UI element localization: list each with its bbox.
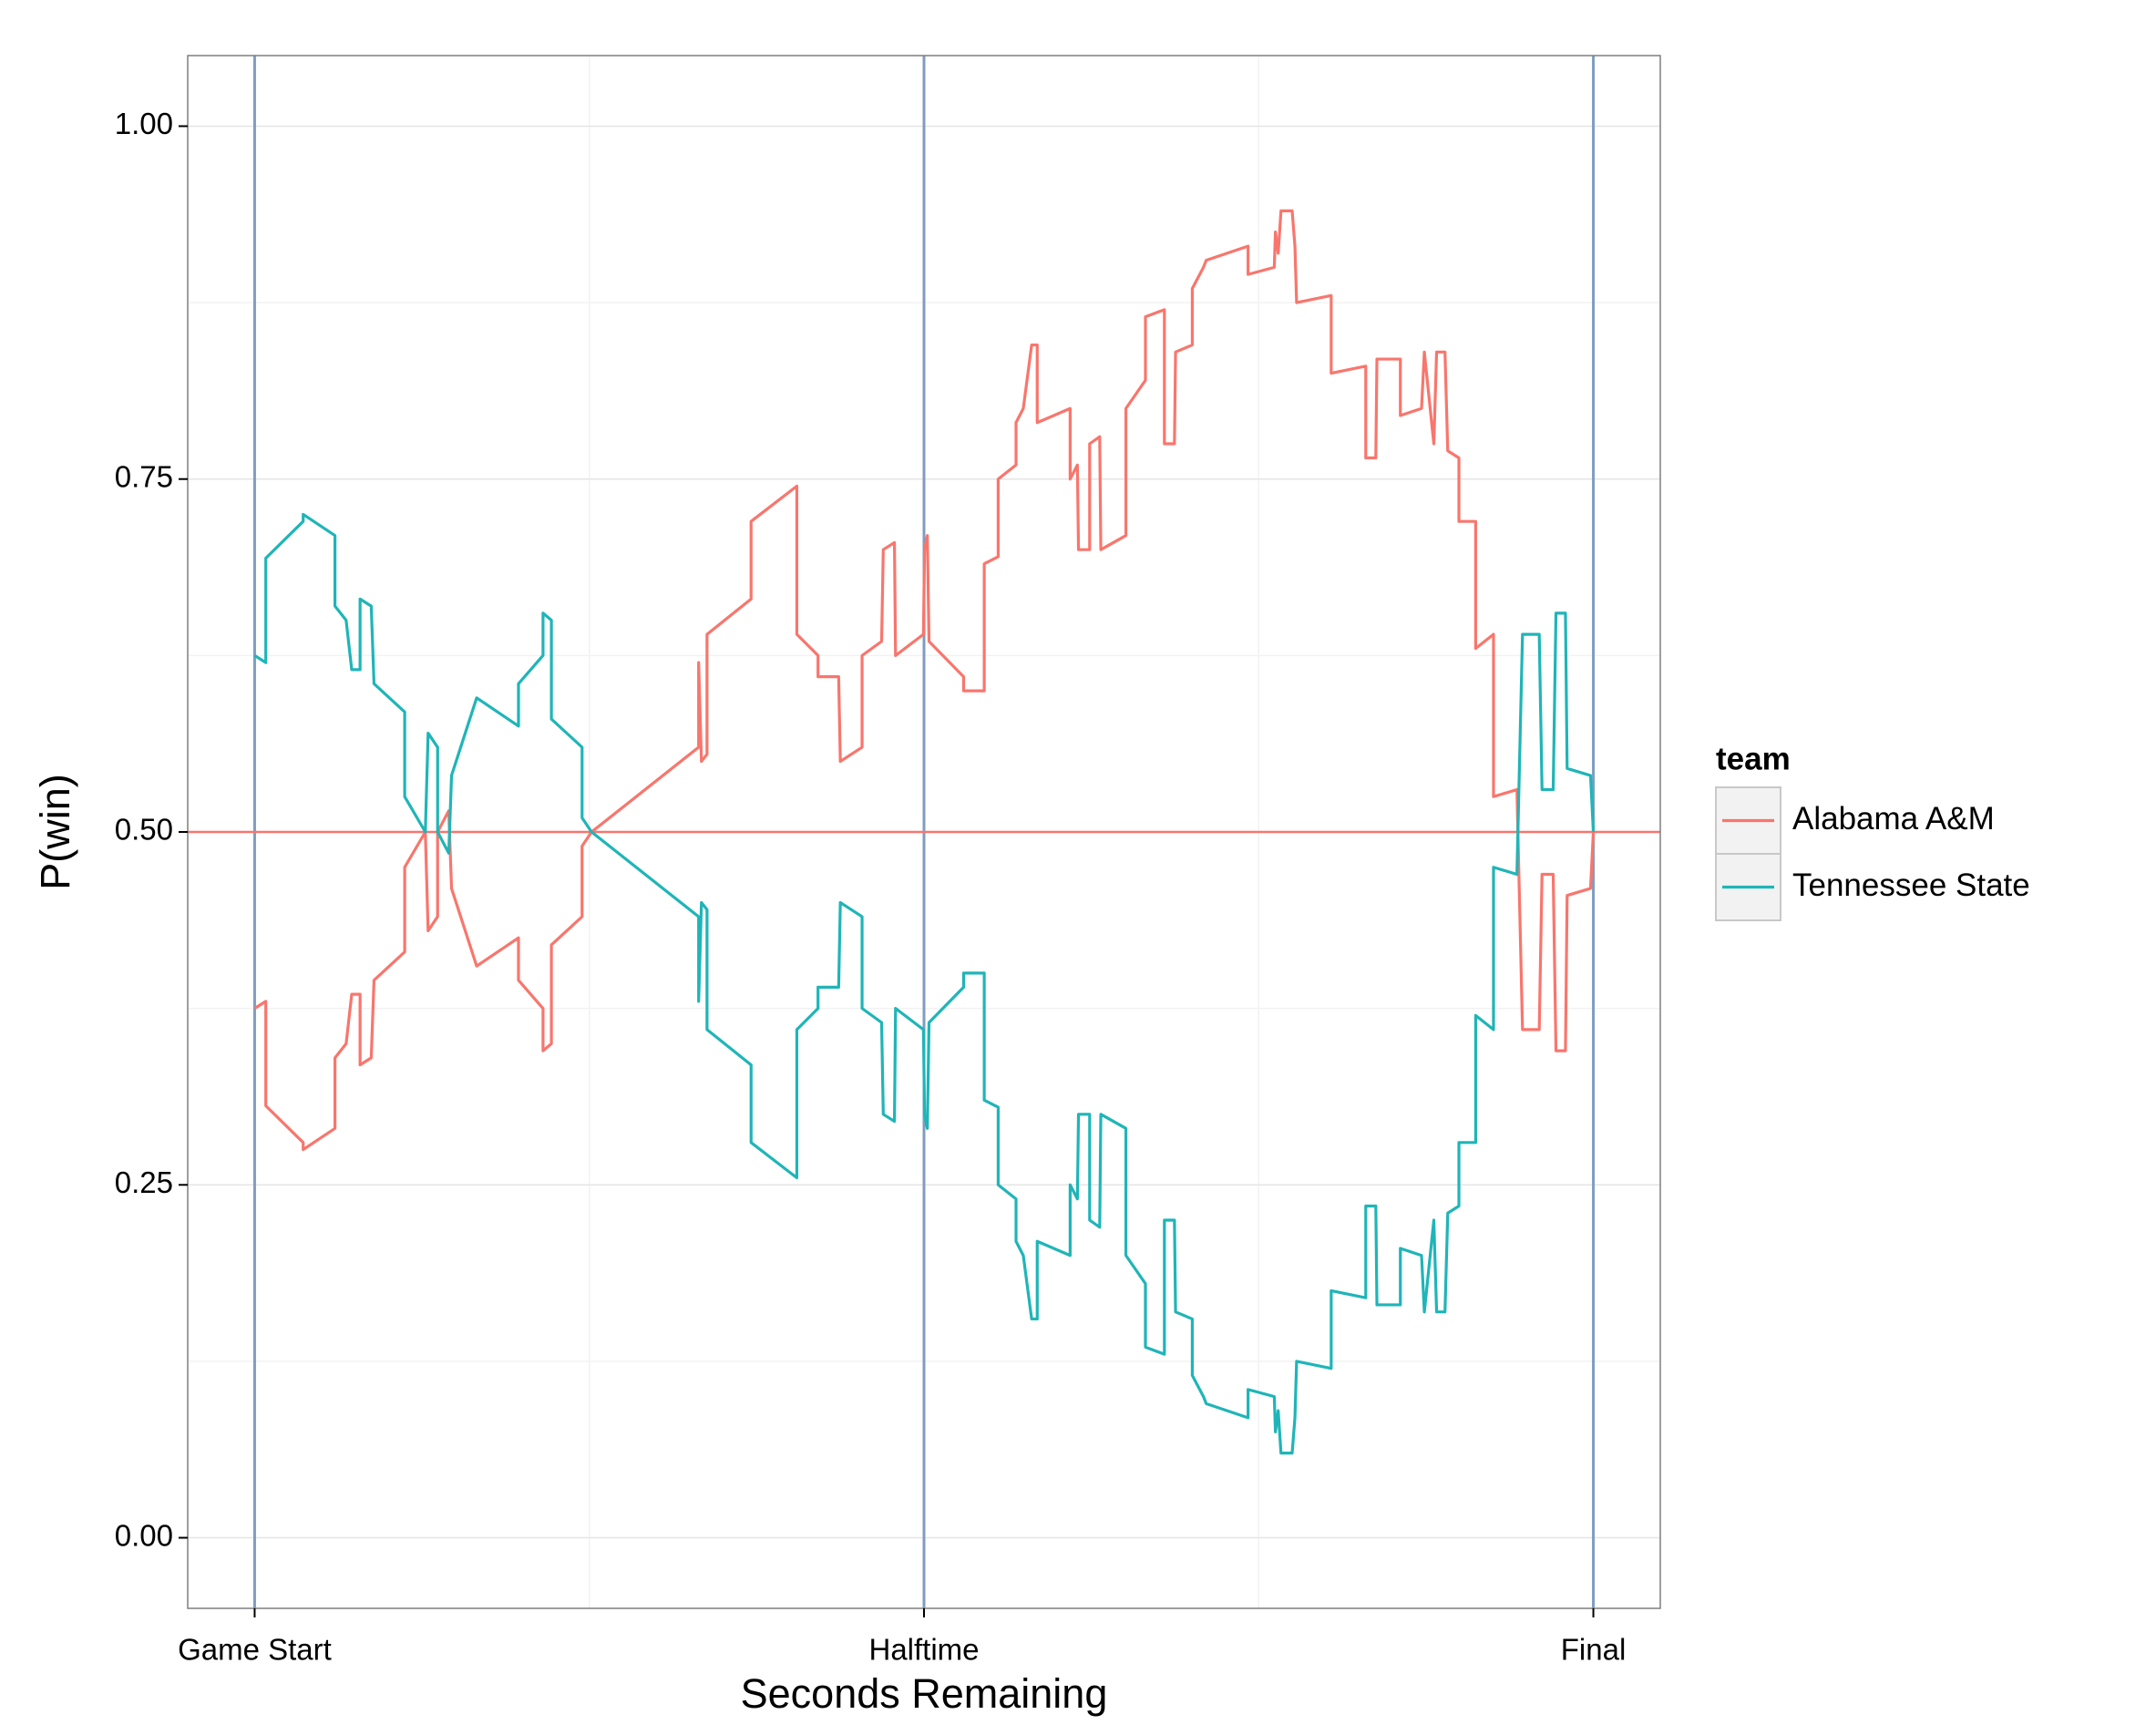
y-tick-label: 0.00: [115, 1518, 173, 1552]
x-tick-label: Final: [1561, 1633, 1627, 1667]
x-tick-label: Game Start: [178, 1633, 332, 1667]
legend-title: team: [1716, 741, 1791, 776]
legend-label: Tennessee State: [1792, 868, 2030, 903]
x-axis-title: Seconds Remaining: [741, 1670, 1108, 1717]
legend-label: Alabama A&M: [1792, 801, 1995, 837]
x-tick-label: Halftime: [868, 1633, 979, 1667]
series-line: [253, 512, 1596, 1455]
y-tick-label: 0.50: [115, 813, 173, 847]
y-tick-label: 0.75: [115, 459, 173, 493]
y-tick-label: 1.00: [115, 107, 173, 140]
y-tick-label: 0.25: [115, 1165, 173, 1199]
y-axis-title: P(win): [32, 774, 78, 890]
legend: team Alabama A&M Tennessee State: [1715, 741, 2030, 921]
marks: [188, 56, 1660, 1608]
series-line: [253, 209, 1596, 1152]
axes: 0.00 0.25 0.50 0.75 1.00 Game Start Halftime Fi…: [115, 107, 1627, 1667]
